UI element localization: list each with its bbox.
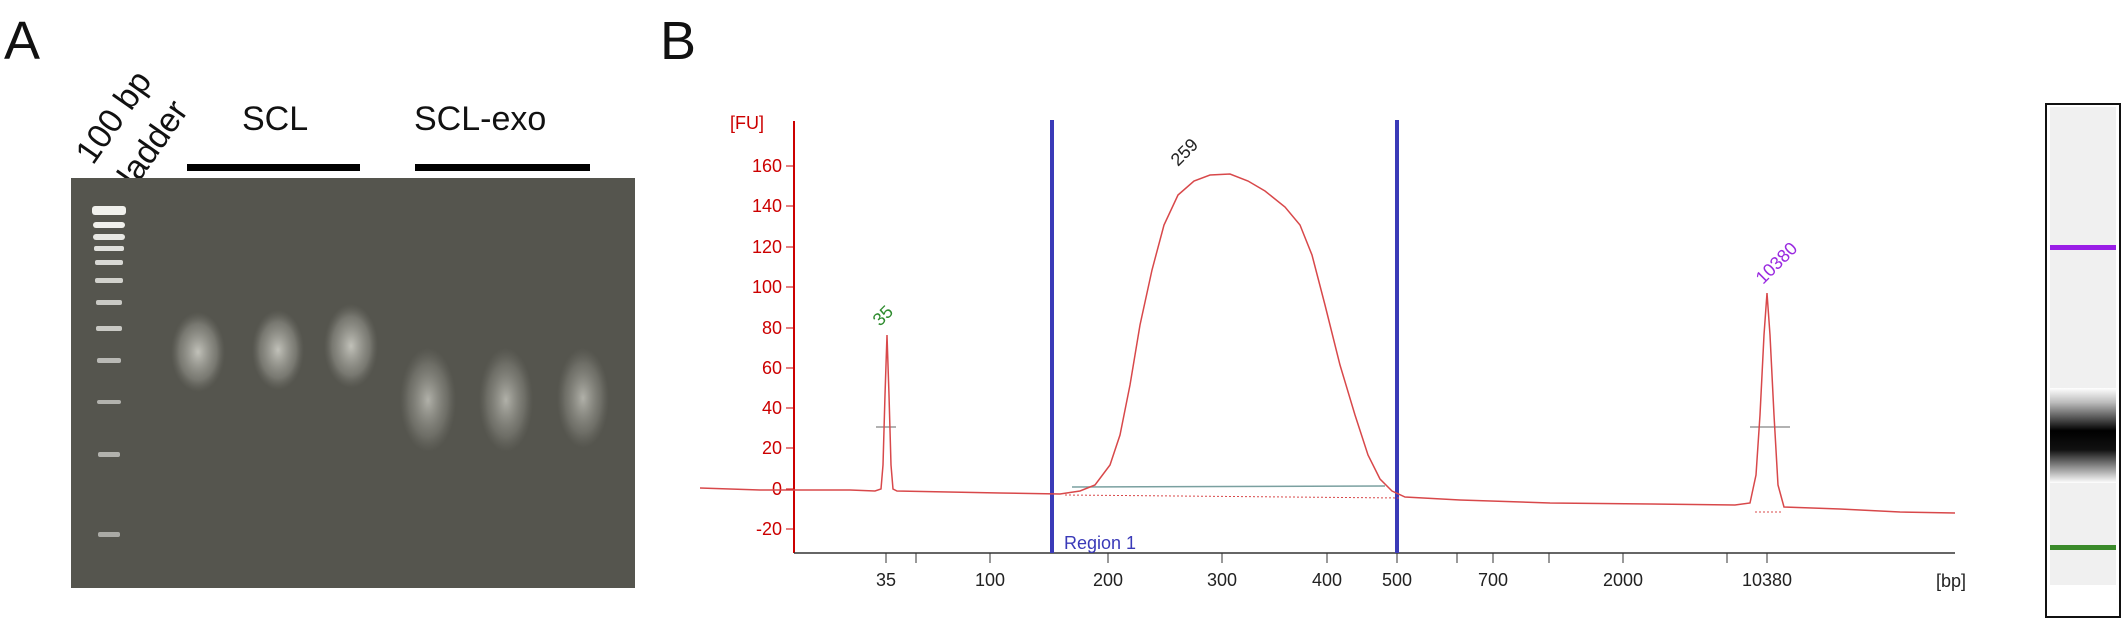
- x-tick-label: 100: [975, 570, 1005, 590]
- y-tick-label: 40: [762, 398, 782, 418]
- group-label-scl: SCL: [242, 100, 309, 138]
- y-tick-label: 60: [762, 358, 782, 378]
- y-tick-label: -20: [756, 519, 782, 539]
- smear-baseline: [1071, 485, 1386, 488]
- ladder-lane: [92, 206, 126, 537]
- y-tick-label: 160: [752, 156, 782, 176]
- y-tick-label: 80: [762, 318, 782, 338]
- smear-band: [2050, 388, 2116, 483]
- peak-label-10380: 10380: [1752, 238, 1802, 288]
- upper-marker-band: [2050, 245, 2116, 250]
- x-tick-label: 700: [1478, 570, 1508, 590]
- x-tick-label: 200: [1093, 570, 1123, 590]
- lower-marker-band: [2050, 545, 2116, 550]
- y-unit-label: [FU]: [730, 113, 764, 133]
- signal-trace: [700, 173, 1956, 514]
- x-tick-label: 500: [1382, 570, 1412, 590]
- x-unit-label: [bp]: [1936, 571, 1966, 591]
- peak-label-259: 259: [1167, 134, 1202, 169]
- x-tick-label: 300: [1207, 570, 1237, 590]
- x-tick-label: 2000: [1603, 570, 1643, 590]
- group-bar-scl-exo: [415, 164, 590, 171]
- electropherogram: [FU] [bp] 160 140 120 100 80 60 40 20 0 …: [700, 113, 1966, 591]
- smear-baseline-dotted: [1064, 494, 1401, 499]
- y-tick-label: 0: [772, 479, 782, 499]
- panel-b-letter: B: [660, 11, 697, 71]
- y-tick-label: 20: [762, 438, 782, 458]
- y-tick-label: 100: [752, 277, 782, 297]
- x-tick-label: 35: [876, 570, 896, 590]
- y-tick-label: 140: [752, 196, 782, 216]
- panel-a-letter: A: [4, 11, 41, 71]
- group-label-scl-exo: SCL-exo: [414, 100, 547, 138]
- x-ticks: 35 100 200 300 400 500 700 2000 10380: [876, 553, 1792, 590]
- virtual-gel-lane: [2045, 103, 2121, 618]
- scl-lanes: [171, 304, 378, 392]
- x-tick-label: 400: [1312, 570, 1342, 590]
- y-ticks: 160 140 120 100 80 60 40 20 0 -20: [752, 156, 794, 539]
- group-bar-scl: [187, 164, 360, 171]
- x-tick-label: 10380: [1742, 570, 1792, 590]
- region-label: Region 1: [1064, 533, 1136, 553]
- scl-exo-lanes: [400, 348, 609, 452]
- y-tick-label: 120: [752, 237, 782, 257]
- gel-image: [71, 178, 635, 588]
- peak-label-35: 35: [869, 302, 897, 330]
